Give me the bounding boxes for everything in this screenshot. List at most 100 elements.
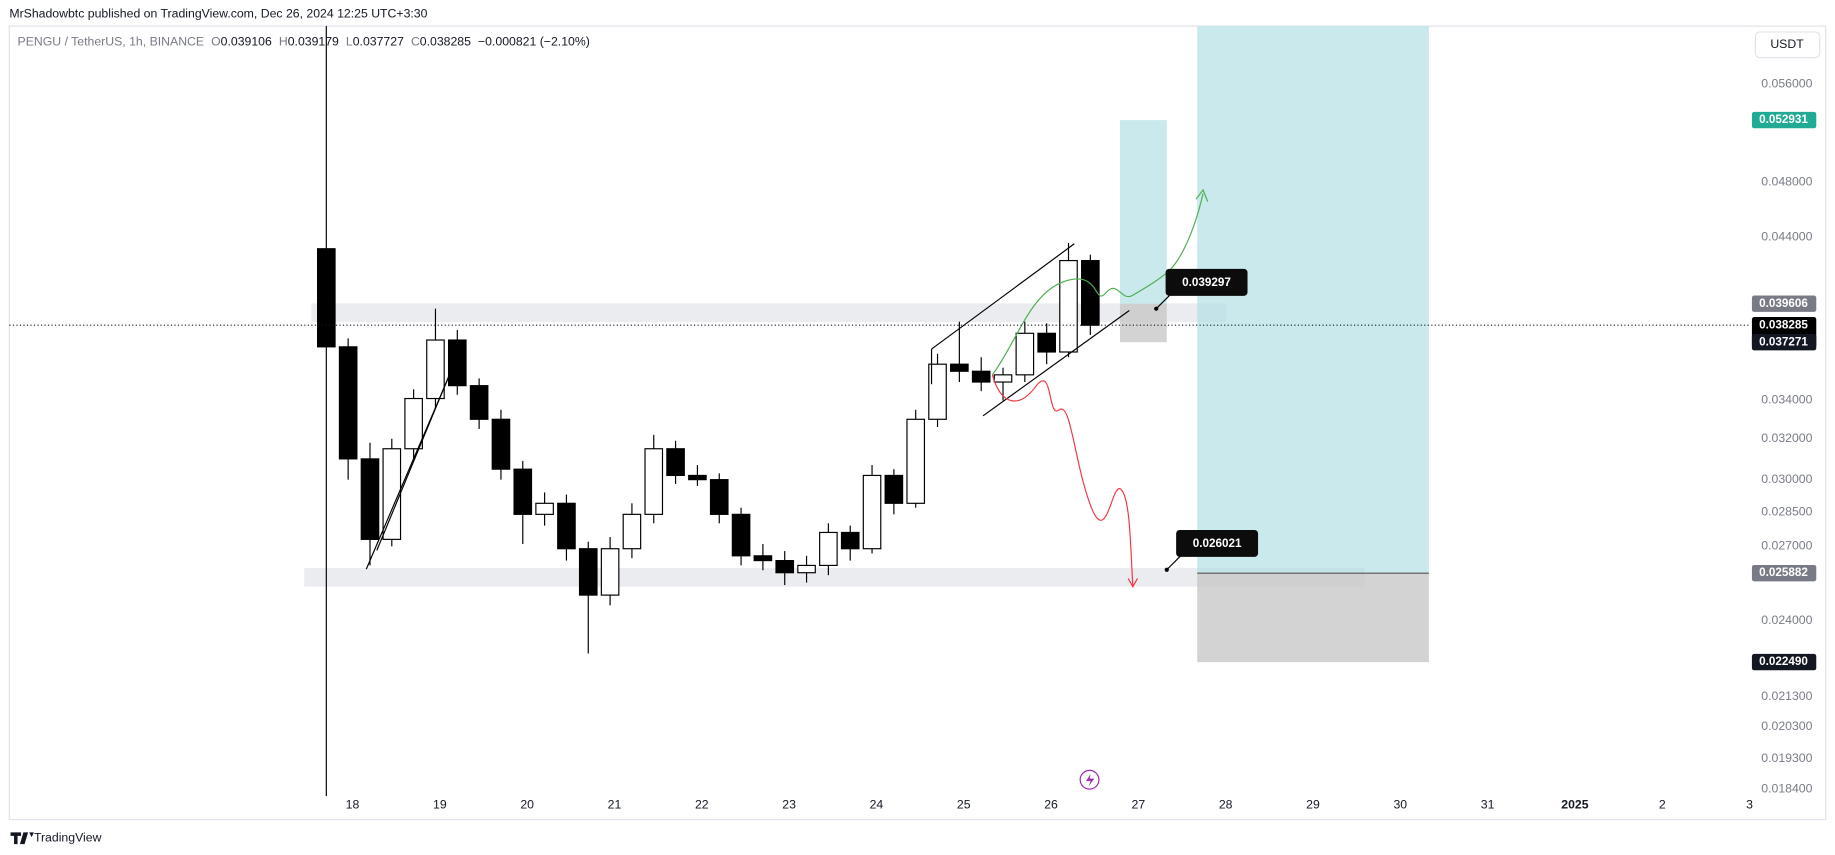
candle-body [971,370,991,383]
currency-label[interactable]: USDT [1770,37,1804,51]
candle-body [840,531,860,550]
price-tag [1751,295,1817,312]
bullish-path [991,193,1204,376]
channel-upper [931,243,1075,350]
y-tick-label: 0.019300 [1761,751,1812,765]
arrow-head [1195,188,1209,202]
price-tag-label: 0.025882 [1759,566,1808,579]
channel-lower [982,309,1130,417]
stop-zone [1197,573,1429,663]
x-tick-label: 3 [1746,798,1753,812]
candle-body [557,502,576,550]
candle-body [317,248,336,348]
legend-key: C [411,35,420,49]
candle-body [491,418,511,470]
x-tick-label: 25 [957,798,971,812]
candle-body [404,397,423,450]
candle-body [862,474,882,550]
arrow-head [1127,578,1139,588]
price-tag [1751,564,1817,582]
candle-body [426,339,445,400]
candle-body [950,363,969,372]
y-tick-label: 0.056000 [1761,77,1812,91]
y-tick-label: 0.024000 [1761,613,1812,627]
currency-button[interactable] [1754,31,1821,59]
candle-body [513,468,533,515]
callout-pointer [1155,294,1171,310]
legend-value: 0.039106 [221,35,272,49]
legend-value: 0.037727 [353,35,404,49]
x-tick-label: 2 [1659,798,1666,812]
trendline [376,374,450,551]
x-tick-label: 23 [782,798,796,812]
callout-pointer [1166,555,1182,571]
bearish-path [991,374,1134,586]
candle-body [644,448,664,515]
legend-value: 0.038285 [420,35,471,49]
price-tag [1751,334,1817,351]
x-tick-label: 19 [433,798,447,812]
candle-body [535,502,554,515]
x-tick-label: 24 [870,798,884,812]
x-tick-label: 31 [1481,798,1495,812]
candle-body [906,418,926,504]
y-tick-label: 0.027000 [1761,539,1812,553]
symbol: PENGU / TetherUS, 1h, BINANCE [18,35,205,49]
candle-body [819,531,838,567]
x-tick-label: 26 [1044,798,1058,812]
target-zone [1119,120,1167,304]
legend-key: H [279,35,288,49]
candle-body [622,513,642,550]
legend-key: L [346,35,353,49]
legend-key: O [211,35,221,49]
candle-body [753,555,773,562]
price-tag-label: 0.038285 [1759,318,1808,331]
legend-value: 0.039179 [288,35,339,49]
candle-body [928,363,947,420]
logo [10,832,34,845]
callout-label: 0.026021 [1193,537,1242,550]
stop-zone [1119,303,1167,343]
candle-body [338,346,358,460]
y-tick-label: 0.048000 [1761,174,1812,188]
x-tick-label: 2025 [1561,798,1588,812]
candle-body [600,548,620,596]
y-tick-label: 0.020300 [1761,719,1812,733]
candle-body [731,513,751,557]
price-tag [1751,653,1817,671]
candle-body [469,385,489,420]
candle-body [447,339,467,387]
x-tick-label: 30 [1393,798,1407,812]
events-icon-bolt [1086,773,1095,787]
x-tick-label: 28 [1219,798,1233,812]
candle-body [1081,259,1100,326]
x-tick-label: 27 [1132,798,1146,812]
price-tag [1751,111,1817,129]
candle-body [709,479,729,515]
candle-body [775,560,795,574]
y-tick-label: 0.018400 [1761,781,1812,795]
candle-body [666,448,685,477]
x-tick-label: 18 [346,798,360,812]
resistance-zone [311,303,1227,323]
callout-box [1176,529,1259,557]
candle-body [360,458,380,540]
footer-brand: TradingView [34,831,102,845]
price-tag-label: 0.052931 [1759,113,1808,126]
candle-body [884,474,904,504]
candle-body [1037,332,1056,353]
y-tick-label: 0.028500 [1761,504,1812,518]
x-tick-label: 29 [1306,798,1320,812]
support-zone [304,567,1365,587]
legend-change: −0.000821 (−2.10%) [478,35,590,49]
candle-body [578,548,598,596]
y-tick-label: 0.044000 [1761,229,1812,243]
y-tick-label: 0.032000 [1761,431,1812,445]
candle-body [688,474,707,481]
x-tick-label: 20 [520,798,534,812]
price-tag-label: 0.039606 [1759,297,1808,310]
price-tag-label: 0.022490 [1759,655,1808,668]
trendlines [365,188,1209,588]
